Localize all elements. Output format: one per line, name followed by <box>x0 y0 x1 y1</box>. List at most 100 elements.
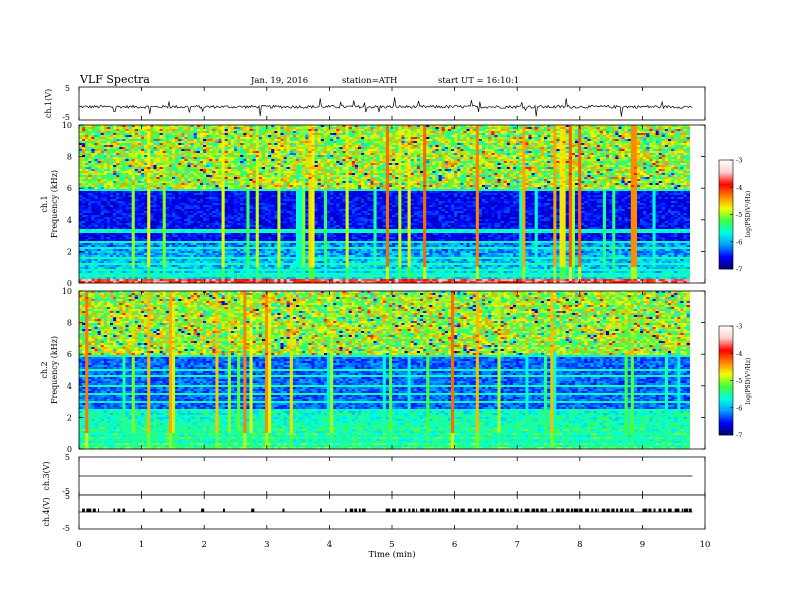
spectrogram-cell <box>389 137 392 139</box>
spectrogram-cell <box>209 139 212 141</box>
spectrogram-cell <box>618 135 621 137</box>
spectrogram-cell <box>318 133 321 135</box>
spectrogram-cell <box>327 131 330 133</box>
spectrogram-cell <box>284 131 287 133</box>
spectrogram-cell <box>677 133 680 135</box>
spectrogram-cell <box>556 143 559 145</box>
spectrogram-cell <box>513 139 516 141</box>
spectrogram-cell <box>374 133 377 135</box>
spectrogram-cell <box>222 137 225 139</box>
spectrogram-cell <box>519 127 522 129</box>
spectrogram-cell <box>473 129 476 131</box>
spectrogram-cell <box>460 131 463 133</box>
spectrogram-cell <box>687 141 690 143</box>
spectrogram-cell <box>172 133 175 135</box>
spectrogram-cell <box>339 133 342 135</box>
spectrogram-cell <box>290 143 293 145</box>
spectrogram-cell <box>160 137 163 139</box>
spectrogram-cell <box>653 133 656 135</box>
spectrogram-cell <box>324 139 327 141</box>
spectrogram-cell <box>504 143 507 145</box>
spectrogram-cell <box>674 141 677 143</box>
spectrogram-cell <box>113 127 116 129</box>
spectrogram-cell <box>485 139 488 141</box>
spectrogram-cell <box>138 143 141 145</box>
spectrogram-cell <box>209 129 212 131</box>
spectrogram-cell <box>625 143 628 145</box>
spectrogram-cell <box>321 139 324 141</box>
spectrogram-cell <box>290 141 293 143</box>
spectrogram-cell <box>560 141 563 143</box>
spectrogram-cell <box>405 131 408 133</box>
spectrogram-cell <box>268 131 271 133</box>
spectrogram-cell <box>417 137 420 139</box>
spectrogram-cell <box>470 129 473 131</box>
spectrogram-cell <box>677 139 680 141</box>
spectrogram-cell <box>538 139 541 141</box>
spectrogram-cell <box>380 129 383 131</box>
spectrogram-cell <box>184 143 187 145</box>
spectrogram-cell <box>584 143 587 145</box>
spectrogram-cell <box>516 143 519 145</box>
spectrogram-cell <box>408 129 411 131</box>
spectrogram-cell <box>436 133 439 135</box>
spectrogram-cell <box>358 133 361 135</box>
spectrogram-cell <box>113 137 116 139</box>
spectrogram-cell <box>358 129 361 131</box>
spectrogram-cell <box>668 127 671 129</box>
spectrogram-cell <box>488 127 491 129</box>
spectrogram-cell <box>197 133 200 135</box>
spectrogram-cell <box>339 129 342 131</box>
spectrogram-cell <box>510 133 513 135</box>
spectrogram-cell <box>284 141 287 143</box>
spectrogram-cell <box>389 133 392 135</box>
spectrogram-cell <box>637 133 640 135</box>
spectrogram-cell <box>634 127 637 129</box>
spectrogram-cell <box>129 127 132 129</box>
spectrogram-cell <box>188 129 191 131</box>
spectrogram-cell <box>460 135 463 137</box>
spectrogram-cell <box>646 143 649 145</box>
spectrogram-cell <box>603 143 606 145</box>
spectrogram-cell <box>454 129 457 131</box>
spectrogram-cell <box>637 129 640 131</box>
spectrogram-cell <box>662 133 665 135</box>
spectrogram-cell <box>150 141 153 143</box>
spectrogram-cell <box>240 133 243 135</box>
spectrogram-cell <box>380 139 383 141</box>
spectrogram-cell <box>277 135 280 137</box>
spectrogram-cell <box>287 143 290 145</box>
spectrogram-cell <box>237 139 240 141</box>
spectrogram-cell <box>668 131 671 133</box>
spectrogram-cell <box>563 143 566 145</box>
spectrogram-cell <box>367 137 370 139</box>
spectrogram-cell <box>79 139 82 141</box>
spectrogram-cell <box>312 127 315 129</box>
spectrogram-cell <box>680 127 683 129</box>
spectrogram-cell <box>544 133 547 135</box>
spectrogram-cell <box>228 135 231 137</box>
spectrogram-cell <box>246 127 249 129</box>
spectrogram-cell <box>79 141 82 143</box>
spectrogram-cell <box>653 139 656 141</box>
spectrogram-cell <box>262 127 265 129</box>
spectrogram-cell <box>91 129 94 131</box>
spectrogram-cell <box>467 129 470 131</box>
spectrogram-cell <box>491 139 494 141</box>
spectrogram-cell <box>374 137 377 139</box>
spectrogram-cell <box>454 139 457 141</box>
spectrogram-cell <box>82 127 85 129</box>
spectrogram-cell <box>305 129 308 131</box>
spectrogram-cell <box>147 133 150 135</box>
spectrogram-cell <box>135 127 138 129</box>
spectrogram-cell <box>541 137 544 139</box>
spectrogram-cell <box>473 127 476 129</box>
spectrogram-cell <box>606 135 609 137</box>
spectrogram-cell <box>380 133 383 135</box>
spectrogram-cell <box>476 143 479 145</box>
spectrogram-cell <box>116 133 119 135</box>
spectrogram-cell <box>206 129 209 131</box>
spectrogram-cell <box>299 133 302 135</box>
spectrogram-cell <box>318 135 321 137</box>
spectrogram-cell <box>150 127 153 129</box>
